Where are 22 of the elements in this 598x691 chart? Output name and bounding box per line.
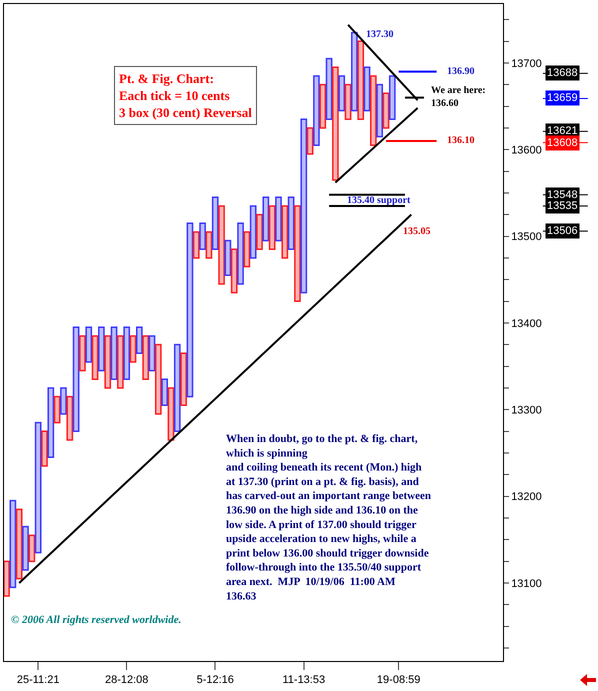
y-tick-label: 13600: [511, 144, 542, 156]
y-tick-label: 13100: [511, 578, 542, 590]
y-tick-label: 13400: [511, 318, 542, 330]
annotation: © 2006 All rights reserved worldwide.: [11, 614, 182, 626]
annotation: 135.05: [403, 226, 430, 237]
y-tick-label: 13700: [511, 58, 542, 70]
text: When in doubt, go to the pt. & fig. chart, which is spinning and coiling beneath its recent (Mon.) high at 137.30 (print on a pt. & fig. basis), and has carved-out an important range between 136.90 on the high side and 136.10 on the low side. A print of 137.00 should trigger upside acceleration to new highs, while a print below 136.00 should trigger downside follow-through into the 135.50/40 support area next. MJP 10/19/06 11:00 AM 136.63: [226, 433, 432, 602]
x-tick-label: 11-13:53: [282, 674, 326, 686]
annotation: We are here: 136.60: [431, 85, 486, 109]
annotation: 135.40 support: [347, 195, 412, 206]
y-tick-label: 13200: [511, 491, 542, 504]
x-tick-label: 19-08:59: [376, 674, 420, 686]
y-tick-label: 13500: [511, 231, 542, 244]
x-tick-label: 25-11:21: [16, 674, 60, 686]
x-tick-label: 28-12:08: [104, 674, 148, 686]
text: Each tick = 10 cents 3 box (30 cent) Reversal: [119, 88, 252, 120]
annotation: 137.30: [366, 29, 394, 40]
x-tick-label: 5-12:16: [196, 674, 234, 686]
annotation: 136.90: [447, 66, 474, 77]
text: Pt. & Fig. Chart:: [119, 71, 214, 86]
annotation: 136.10: [447, 135, 474, 146]
y-tick-label: 13300: [511, 404, 542, 416]
